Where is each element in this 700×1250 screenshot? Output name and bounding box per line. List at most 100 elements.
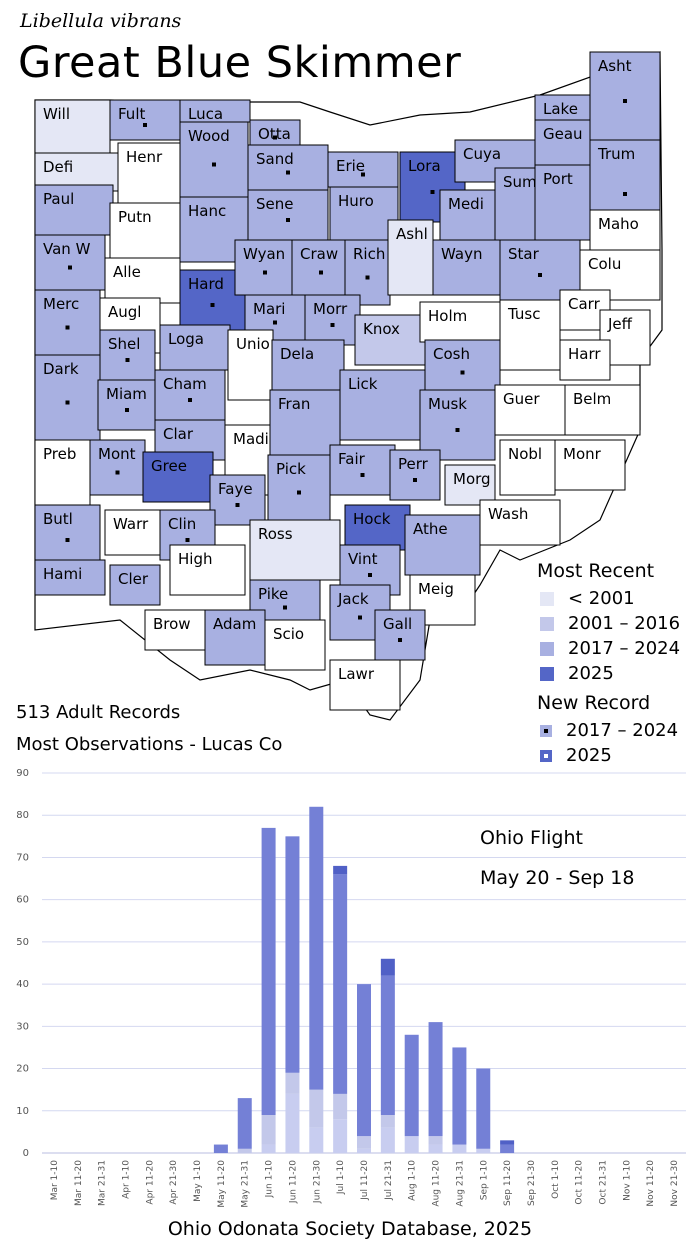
county-label: Dark (43, 360, 79, 378)
county-monr (554, 439, 626, 491)
x-tick-label: May 21-31 (241, 1160, 251, 1208)
new-record-dot (286, 170, 290, 175)
county-label: Ross (258, 525, 293, 543)
county-hami (34, 559, 106, 596)
county-label: Warr (113, 515, 149, 533)
county-label: Fult (118, 105, 145, 123)
x-tick-label: Sep 1-10 (479, 1160, 489, 1201)
county-label: Pick (276, 460, 306, 478)
y-tick-label: 0 (23, 1148, 29, 1159)
new-record-dot (297, 490, 301, 495)
x-tick-label: May 1-10 (193, 1160, 203, 1202)
county-summ (494, 167, 536, 249)
bar-top (380, 958, 395, 976)
county-brow (144, 609, 211, 651)
county-label: Craw (300, 245, 338, 263)
county-label: Medi (448, 195, 484, 213)
county-gall (374, 609, 426, 661)
county-label: Port (543, 170, 573, 188)
county-label: Dela (280, 345, 314, 363)
bar-light (261, 1144, 276, 1153)
new-record-dot (273, 320, 277, 325)
bar-main (357, 984, 371, 1137)
bar-top (500, 1140, 515, 1145)
x-tick-label: Jun 1-10 (265, 1160, 275, 1199)
county-label: Lick (348, 375, 378, 393)
new-record-dot (330, 323, 335, 327)
county-cler (109, 564, 161, 606)
new-record-dot (263, 270, 267, 275)
county-musk (419, 389, 496, 461)
county-label: Loga (168, 330, 204, 348)
x-tick-label: Sep 21-30 (527, 1160, 537, 1206)
new-record-dot (460, 370, 465, 375)
new-record-dot (210, 303, 215, 307)
bar-light (380, 1127, 395, 1153)
county-cosh (424, 339, 501, 396)
y-tick-label: 20 (16, 1064, 29, 1075)
county-port (534, 164, 591, 241)
county-butl (34, 504, 101, 566)
county-label: Guer (503, 390, 540, 408)
county-scio (264, 619, 326, 671)
county-label: Alle (113, 263, 141, 281)
county-label: Morr (313, 300, 348, 318)
county-label: Nobl (508, 445, 542, 463)
county-label: Asht (598, 57, 632, 75)
legend-item: 2001 – 2016 (540, 611, 680, 636)
records-count: 513 Adult Records (16, 702, 181, 723)
county-label: High (178, 550, 212, 568)
x-tick-label: Jun 21-30 (312, 1160, 322, 1204)
ohio-county-map: Will Fult Luca Otta Lake Asht Defi Henr Wood Sand… (34, 51, 663, 721)
county-tusc (499, 299, 561, 371)
x-tick-label: Mar 21-31 (98, 1160, 108, 1206)
flight-chart: 0 10 20 30 40 50 60 70 80 90 Mar 1-10 Mar 11-20 Mar… (16, 768, 686, 1208)
county-perr (389, 449, 441, 501)
county-label: Brow (153, 615, 191, 633)
county-label: Meig (418, 580, 454, 598)
county-label: Wash (488, 505, 528, 523)
county-hard (179, 269, 246, 331)
scientific-name: Libellula vibrans (20, 10, 182, 32)
new-record-dot (430, 190, 435, 194)
x-tick-label: Jul 21-31 (384, 1160, 394, 1201)
bar-main (213, 1144, 228, 1153)
county-label: Monr (563, 445, 602, 463)
county-label: Merc (43, 295, 79, 313)
new-record-dot (188, 398, 192, 402)
county-label: Knox (363, 320, 400, 338)
legend-item: 2017 – 2024 (540, 636, 680, 661)
county-label: Wyan (243, 245, 285, 263)
y-tick-label: 90 (16, 768, 29, 779)
y-tick-label: 50 (16, 937, 29, 948)
county-warr (104, 509, 161, 556)
county-geau (534, 119, 591, 166)
bar-medium (237, 1148, 252, 1153)
county-label: Athe (413, 520, 448, 538)
county-preb (34, 439, 91, 511)
county-will (34, 99, 111, 159)
bar-medium (357, 1136, 371, 1149)
county-morr (304, 294, 361, 346)
x-tick-label: Jul 11-20 (360, 1160, 370, 1201)
county-holm (419, 301, 501, 343)
bar-light (357, 1148, 371, 1153)
county-label: Ashl (396, 225, 428, 243)
legend-item: 2025 (540, 743, 678, 768)
county-label: Paul (43, 190, 74, 208)
county-label: Clin (168, 515, 196, 533)
new-record-dot (68, 265, 72, 270)
county-label: Sand (256, 150, 294, 168)
county-unio (227, 329, 274, 401)
x-tick-label: Sep 11-20 (503, 1160, 513, 1206)
new-record-dot (273, 135, 277, 140)
bar-light (476, 1148, 491, 1153)
bar-main (428, 1022, 443, 1137)
legend-swatch-dot (540, 724, 552, 737)
new-record-dot (143, 123, 147, 127)
bar-medium (309, 1089, 324, 1128)
bar-medium (380, 1115, 395, 1128)
bar-medium (261, 1115, 276, 1145)
county-label: Luca (188, 105, 223, 123)
new-record-dot (365, 275, 370, 280)
